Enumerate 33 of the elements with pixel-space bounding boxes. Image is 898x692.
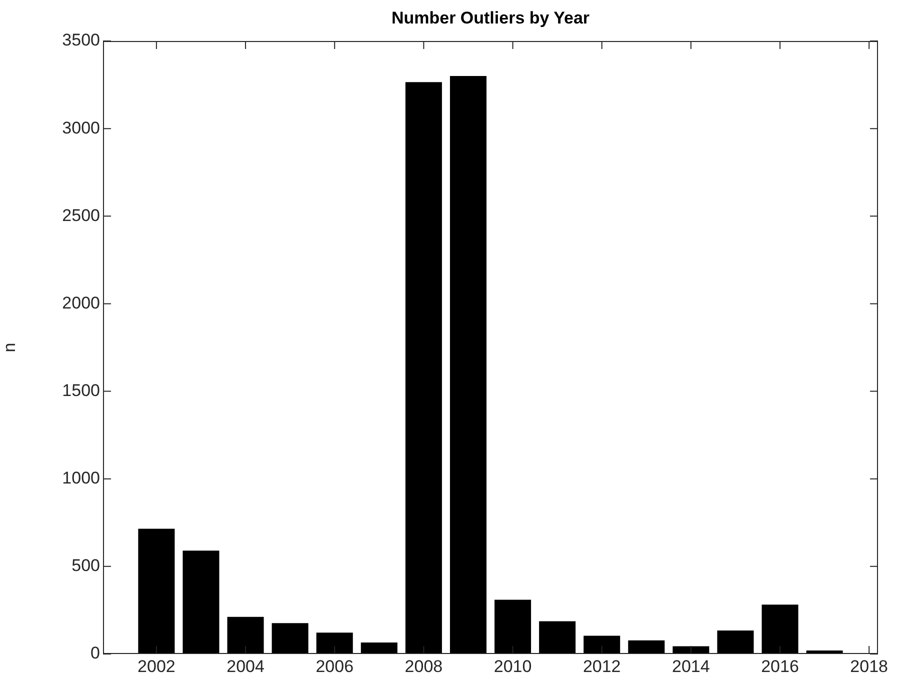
bar <box>316 632 353 654</box>
y-tick-label: 1000 <box>62 468 100 488</box>
x-tick-label: 2010 <box>494 656 532 676</box>
bar <box>360 642 398 654</box>
y-tick-label: 3500 <box>62 30 100 50</box>
x-tick-label: 2014 <box>672 656 710 676</box>
x-tick-label: 2012 <box>582 656 621 676</box>
bar <box>450 76 486 654</box>
bar <box>494 600 532 654</box>
bar <box>227 616 264 654</box>
chart-title: Number Outliers by Year <box>391 8 590 28</box>
x-tick-label: 2004 <box>226 656 264 676</box>
bar <box>584 636 620 654</box>
bar <box>762 604 798 654</box>
y-tick-label: 1500 <box>62 380 100 400</box>
bar <box>182 550 220 654</box>
x-tick-label: 2006 <box>316 656 354 676</box>
bar <box>138 528 175 654</box>
x-tick-label: 2018 <box>850 656 888 676</box>
y-tick-label: 500 <box>72 556 100 576</box>
bar <box>539 621 576 654</box>
x-tick-label: 2016 <box>761 656 799 676</box>
y-tick-label: 0 <box>90 644 100 663</box>
y-tick-label: 2000 <box>62 293 100 312</box>
bar <box>628 640 665 654</box>
x-tick-label: 2008 <box>404 656 443 676</box>
y-tick-label: 2500 <box>62 206 100 225</box>
bar <box>717 630 754 654</box>
y-tick-label: 3000 <box>62 118 100 138</box>
y-axis-title: n <box>0 342 19 352</box>
x-tick-label: 2002 <box>138 656 176 676</box>
bar <box>405 82 442 654</box>
bar <box>272 623 308 654</box>
